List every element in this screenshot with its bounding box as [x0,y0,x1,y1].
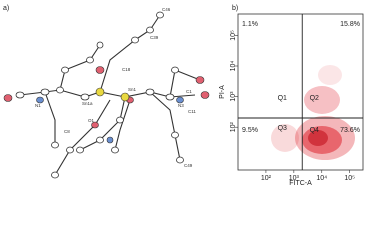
y-tick-label: 10³ [230,91,237,102]
atom-labels: C46 C39 C18 Sn1a Sn1 N1 N3 O1 C1 C11 C8 … [35,7,196,168]
atom-label: C8 [64,129,70,134]
figure: a) C46 C39 C18 Sn1a Sn1 N1 N3 [3,5,364,187]
atom-label: Sn1a [82,101,93,106]
panel-label: b) [232,5,238,12]
x-tick-label: 10³ [289,175,300,182]
scatter-cloud [271,65,355,160]
x-tick-label: 10⁴ [316,175,327,182]
atom-label: C39 [150,35,159,40]
panel-label: a) [3,5,9,12]
quadrant-percent: 73.6% [340,127,360,134]
x-tick-label: 10² [261,175,272,182]
atom-label: N1 [35,103,41,108]
atom-label: C1 [186,89,192,94]
quadrant-percent: 15.8% [340,21,360,28]
y-tick-label: 10² [230,121,237,132]
atom-label: Sn1 [128,87,137,92]
y-tick-label: 10⁵ [230,30,237,41]
atom-label: N3 [178,103,184,108]
atom-label: C18 [122,67,131,72]
atom-label: C11 [188,109,196,114]
y-axis-label: PI-A [219,85,226,99]
x-axis-label: FITC-A [289,180,312,187]
atom-label: C49 [184,163,193,168]
atom-label: C46 [162,7,171,12]
molecule [3,11,210,179]
x-tick-label: 10⁵ [344,175,355,182]
quadrant-label: Q2 [310,95,319,102]
quadrant-percent: 1.1% [242,21,258,28]
atom-label: O1 [88,118,95,123]
plot-frame [237,13,364,171]
quadrant-label: Q3 [278,125,287,132]
quadrant-percent: 9.5% [242,127,258,134]
quadrant-label: Q4 [310,127,319,134]
y-tick-label: 10⁴ [230,61,237,72]
quadrant-label: Q1 [278,95,287,102]
